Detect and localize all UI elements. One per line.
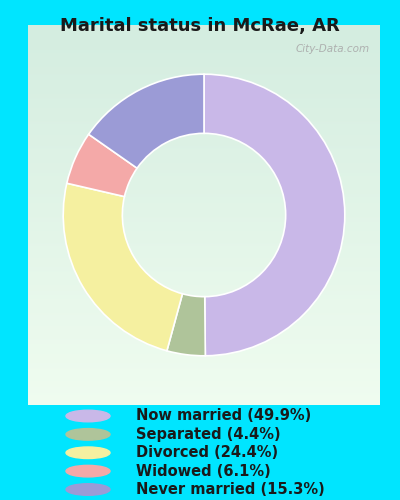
Text: Marital status in McRae, AR: Marital status in McRae, AR — [60, 18, 340, 36]
Wedge shape — [67, 134, 137, 196]
Circle shape — [66, 410, 110, 422]
Text: Divorced (24.4%): Divorced (24.4%) — [136, 445, 278, 460]
Text: Never married (15.3%): Never married (15.3%) — [136, 482, 325, 497]
Wedge shape — [204, 74, 345, 356]
Circle shape — [66, 466, 110, 477]
Circle shape — [66, 484, 110, 496]
Circle shape — [66, 428, 110, 440]
Wedge shape — [167, 294, 205, 356]
Wedge shape — [89, 74, 204, 168]
Text: Widowed (6.1%): Widowed (6.1%) — [136, 464, 271, 478]
Wedge shape — [63, 183, 182, 351]
Circle shape — [66, 447, 110, 458]
Text: Now married (49.9%): Now married (49.9%) — [136, 408, 311, 424]
Text: City-Data.com: City-Data.com — [295, 44, 370, 54]
Text: Separated (4.4%): Separated (4.4%) — [136, 427, 281, 442]
